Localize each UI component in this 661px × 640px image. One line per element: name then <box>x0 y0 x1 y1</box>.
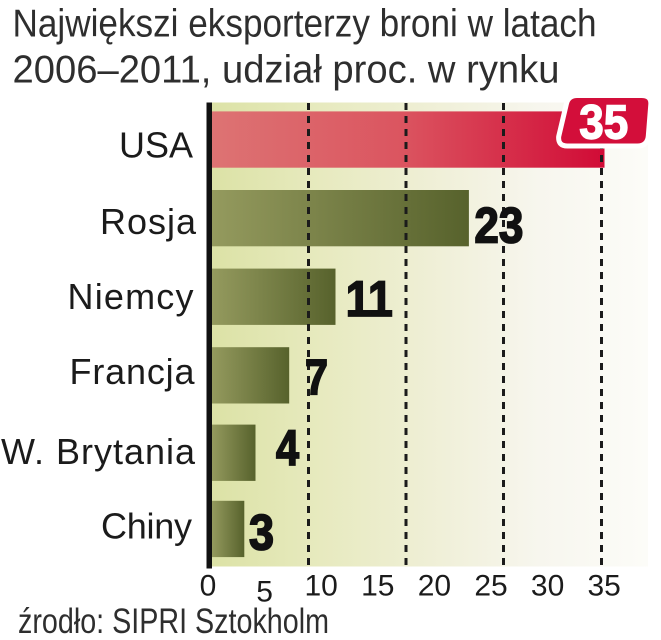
svg-text:3: 3 <box>249 505 274 561</box>
svg-text:11: 11 <box>346 271 393 327</box>
svg-text:5: 5 <box>256 576 273 609</box>
svg-text:W. Brytania: W. Brytania <box>1 431 196 472</box>
svg-text:23: 23 <box>474 198 523 254</box>
svg-text:Rosja: Rosja <box>100 201 197 242</box>
svg-text:Francja: Francja <box>70 351 196 392</box>
svg-text:Chiny: Chiny <box>101 506 192 547</box>
svg-text:10: 10 <box>305 570 338 603</box>
svg-text:7: 7 <box>305 350 328 406</box>
svg-text:35: 35 <box>588 570 621 603</box>
svg-text:30: 30 <box>531 570 564 603</box>
svg-text:Niemcy: Niemcy <box>68 276 194 317</box>
svg-text:2006–2011, udział proc. w rynk: 2006–2011, udział proc. w rynku <box>13 49 560 92</box>
svg-text:4: 4 <box>276 420 299 476</box>
svg-text:0: 0 <box>200 570 217 603</box>
svg-text:20: 20 <box>418 570 451 603</box>
svg-text:źrodło: SIPRI Sztokholm: źrodło: SIPRI Sztokholm <box>18 602 329 640</box>
svg-text:USA: USA <box>119 125 193 166</box>
svg-text:35: 35 <box>579 96 628 150</box>
svg-text:15: 15 <box>361 570 394 603</box>
svg-text:25: 25 <box>474 570 507 603</box>
svg-text:Największi eksporterzy broni w: Największi eksporterzy broni w latach <box>13 2 597 45</box>
